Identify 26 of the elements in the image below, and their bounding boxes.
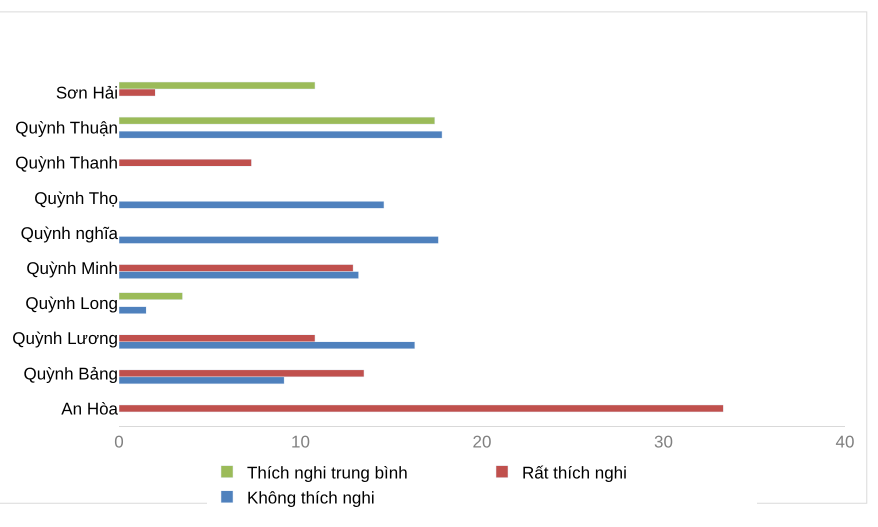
y-tick-label: Quỳnh Bảng [23, 364, 118, 384]
y-tick-label: Sơn Hải [56, 84, 118, 102]
legend-label: Không thích nghi [247, 488, 375, 508]
bar [119, 306, 146, 314]
y-tick-label: Quỳnh Lương [12, 329, 118, 348]
bar [119, 158, 252, 167]
bar [119, 116, 436, 124]
y-tick-label: An Hòa [61, 399, 119, 418]
bar [119, 130, 442, 138]
x-tick-label: 30 [654, 432, 673, 452]
y-tick-label: Quỳnh Thọ [34, 188, 118, 208]
y-tick-label: Quỳnh Long [25, 294, 118, 314]
y-tick-label: Quỳnh Thanh [15, 154, 118, 173]
bar [119, 236, 439, 244]
y-tick-label: Quỳnh Thuận [15, 118, 118, 138]
y-tick-label: Quỳnh nghĩa [20, 224, 119, 243]
y-tick-label: Quỳnh Minh [26, 259, 118, 278]
x-tick-label: 10 [291, 432, 310, 452]
x-tick-label: 0 [114, 432, 124, 452]
x-tick-label: 20 [472, 432, 492, 452]
bar [119, 201, 384, 209]
bar [119, 292, 183, 300]
legend-label: Thích nghi trung bình [247, 463, 408, 482]
legend-label: Rất thích nghi [522, 463, 627, 482]
bar [119, 404, 724, 412]
x-tick-label: 40 [836, 432, 854, 452]
